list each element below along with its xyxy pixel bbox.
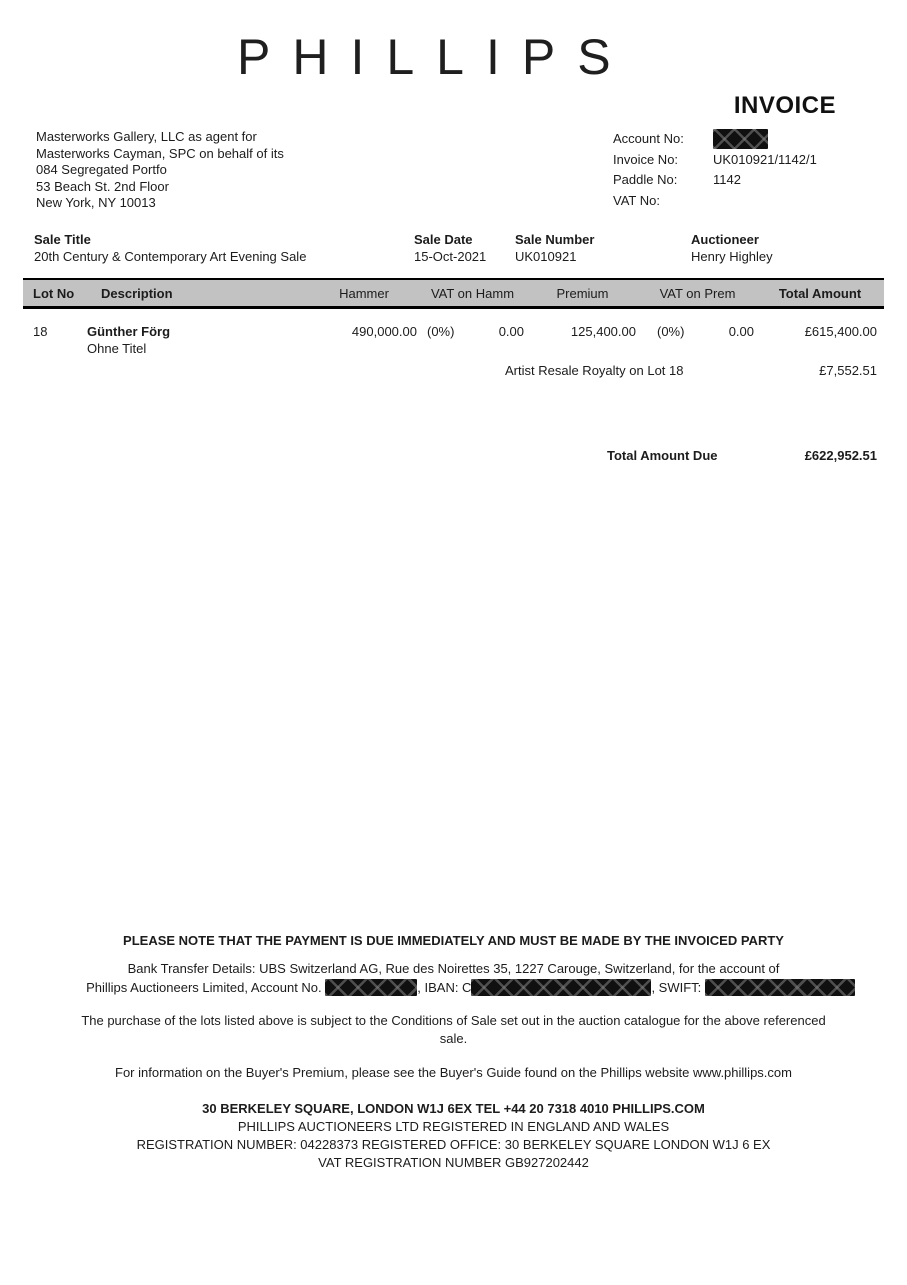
header-vat-on-hamm: VAT on Hamm: [430, 285, 515, 301]
sale-title-value: 20th Century & Contemporary Art Evening …: [34, 249, 307, 264]
conditions-text: The purchase of the lots listed above is…: [81, 1013, 826, 1046]
bank-line2-text3: , SWIFT:: [651, 979, 705, 995]
payment-notice: PLEASE NOTE THAT THE PAYMENT IS DUE IMME…: [123, 933, 784, 948]
sale-title-col: Sale Title 20th Century & Contemporary A…: [34, 231, 414, 265]
vat-on-hamm-pct: (0%): [427, 324, 455, 339]
bank-line2-text1: Phillips Auctioneers Limited, Account No…: [86, 979, 326, 995]
vat-no-label: VAT No:: [613, 192, 660, 208]
buyer-address-line: New York, NY 10013: [36, 195, 156, 210]
conditions-notice: The purchase of the lots listed above is…: [0, 1012, 907, 1047]
lot-row: 18 Günther Förg Ohne Titel 490,000.00 (0…: [23, 323, 884, 357]
footer-registration-number-line: REGISTRATION NUMBER: 04228373 REGISTERED…: [136, 1137, 771, 1152]
sale-title-label: Sale Title: [34, 232, 91, 247]
royalty-amount: £7,552.51: [819, 363, 877, 378]
footer-address-line: 30 BERKELEY SQUARE, LONDON W1J 6EX TEL +…: [202, 1101, 705, 1116]
buyer-address-line: 084 Segregated Portfo: [36, 162, 167, 177]
buyer-address-line: 53 Beach St. 2nd Floor: [36, 178, 169, 194]
redacted-iban: [471, 979, 652, 996]
total-due-amount: £622,952.51: [804, 448, 877, 463]
sale-number-col: Sale Number UK010921: [515, 231, 691, 265]
royalty-spacer: [23, 362, 505, 379]
buyer-address-line: Masterworks Gallery, LLC as agent for: [36, 129, 257, 144]
sale-info-row: Sale Title 20th Century & Contemporary A…: [34, 231, 884, 265]
document-type-title: INVOICE: [733, 92, 836, 119]
sale-date-col: Sale Date 15-Oct-2021: [414, 231, 515, 265]
vat-on-hamm-cell: (0%) 0.00: [419, 323, 526, 340]
auctioneer-col: Auctioneer Henry Highley: [691, 231, 884, 265]
invoice-no-row: Invoice No: UK010921/1142/1: [613, 152, 817, 173]
footer-block: 30 BERKELEY SQUARE, LONDON W1J 6EX TEL +…: [0, 1100, 907, 1172]
vat-on-prem-pct: (0%): [657, 324, 685, 339]
header-premium: Premium: [556, 285, 609, 301]
redacted-bank-account-number: [325, 979, 418, 996]
total-due-label: Total Amount Due: [607, 448, 718, 463]
phillips-logo: PHILLIPS: [237, 29, 633, 85]
bank-line2-text2: , IBAN: C: [417, 979, 472, 995]
footer-registered-line: PHILLIPS AUCTIONEERS LTD REGISTERED IN E…: [237, 1119, 670, 1134]
header-lot-no: Lot No: [33, 285, 75, 301]
paddle-no-row: Paddle No: 1142: [613, 172, 817, 193]
total-amount-cell: £615,400.00: [804, 324, 877, 339]
paddle-no-label: Paddle No:: [613, 172, 678, 187]
bank-transfer-notice: Bank Transfer Details: UBS Switzerland A…: [0, 960, 907, 996]
header-total-amount: Total Amount: [778, 285, 862, 301]
lot-work-title: Ohne Titel: [87, 341, 147, 356]
account-no-value: [713, 129, 768, 149]
vat-on-hamm-value: 0.00: [498, 324, 524, 339]
description-cell: Günther Förg Ohne Titel: [87, 323, 309, 357]
bank-transfer-line1: Bank Transfer Details: UBS Switzerland A…: [127, 961, 780, 976]
total-due-spacer: [23, 447, 607, 464]
redacted-account-number: [713, 129, 768, 149]
header-hammer: Hammer: [339, 285, 389, 301]
invoice-no-value: UK010921/1142/1: [713, 151, 817, 167]
royalty-label: Artist Resale Royalty on Lot 18: [505, 363, 684, 378]
vat-on-prem-cell: (0%) 0.00: [639, 323, 756, 340]
sale-date-value: 15-Oct-2021: [414, 249, 487, 264]
invoice-no-label: Invoice No:: [613, 151, 679, 167]
buyer-address-line: Masterworks Cayman, SPC on behalf of its: [36, 145, 284, 161]
account-no-row: Account No:: [613, 129, 817, 152]
vat-on-prem-value: 0.00: [728, 324, 754, 339]
redacted-swift: [704, 979, 855, 996]
hammer-cell: 490,000.00: [351, 324, 417, 339]
footer-vat-number-line: VAT REGISTRATION NUMBER GB927202442: [318, 1155, 589, 1170]
sale-number-label: Sale Number: [515, 232, 595, 247]
paddle-no-value: 1142: [713, 172, 741, 187]
royalty-row: Artist Resale Royalty on Lot 18 £7,552.5…: [23, 362, 884, 379]
lot-artist: Günther Förg: [87, 324, 171, 339]
account-info-block: Account No: Invoice No: UK010921/1142/1 …: [613, 129, 817, 214]
account-no-label: Account No:: [613, 131, 684, 146]
lot-no-cell: 18: [33, 324, 48, 339]
bank-transfer-line2: Phillips Auctioneers Limited, Account No…: [34, 979, 907, 996]
vat-no-row: VAT No:: [613, 193, 817, 214]
lot-table: Lot No Description Hammer VAT on Hamm Pr…: [23, 278, 884, 464]
sale-date-label: Sale Date: [414, 232, 473, 247]
lot-table-header: Lot No Description Hammer VAT on Hamm Pr…: [23, 278, 884, 309]
buyers-premium-notice: For information on the Buyer's Premium, …: [115, 1065, 792, 1080]
premium-cell: 125,400.00: [570, 324, 636, 339]
total-due-row: Total Amount Due £622,952.51: [23, 447, 884, 464]
auctioneer-value: Henry Highley: [691, 249, 773, 264]
header-vat-on-prem: VAT on Prem: [659, 285, 736, 301]
header-description: Description: [101, 285, 173, 301]
buyer-address-block: Masterworks Gallery, LLC as agent for Ma…: [36, 129, 284, 212]
sale-number-value: UK010921: [515, 249, 577, 264]
auctioneer-label: Auctioneer: [691, 232, 759, 247]
